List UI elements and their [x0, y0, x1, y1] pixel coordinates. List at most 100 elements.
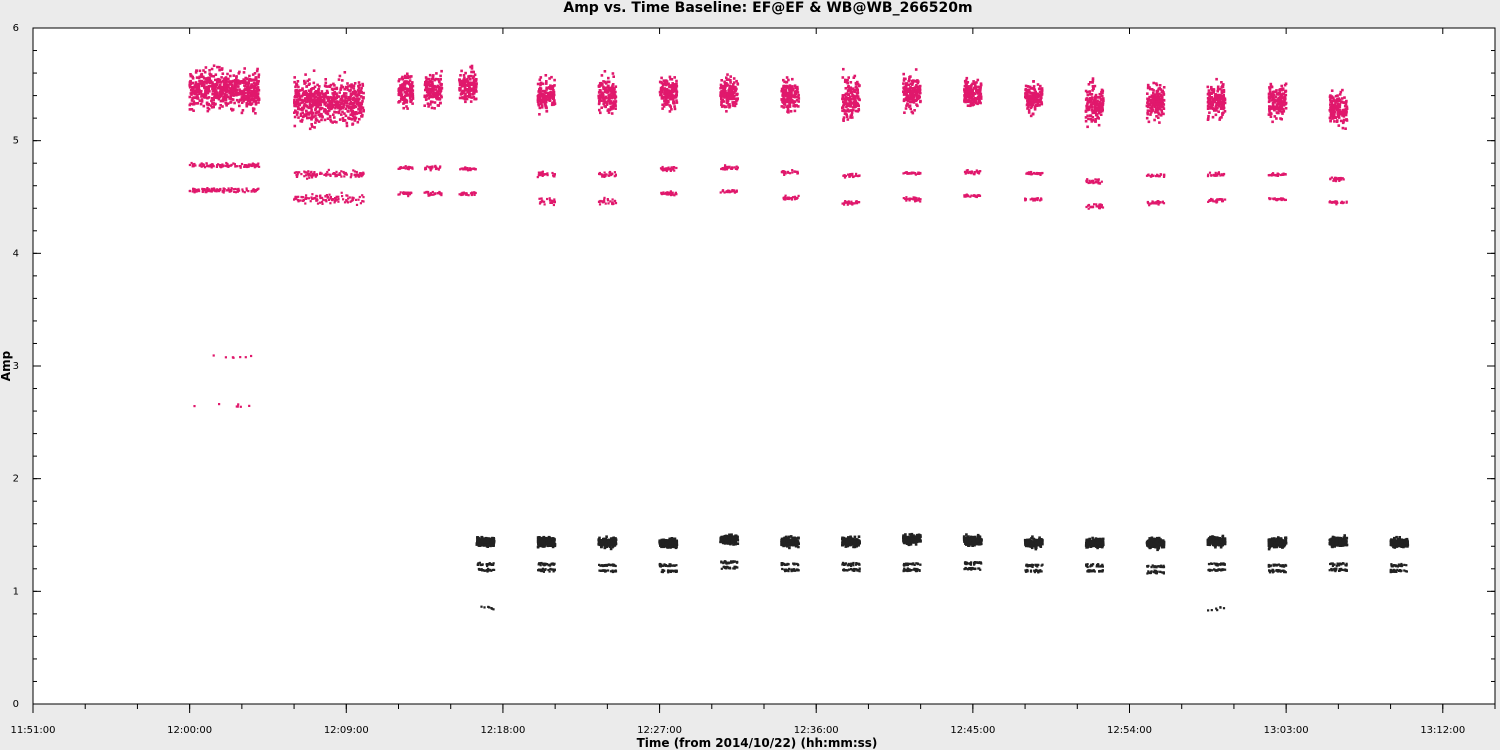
- data-point: [963, 194, 966, 197]
- data-point: [1034, 99, 1037, 103]
- data-point: [231, 92, 235, 96]
- data-point: [905, 96, 908, 99]
- data-point: [1039, 198, 1043, 201]
- data-point: [963, 92, 967, 95]
- data-point: [351, 98, 355, 101]
- data-point: [668, 75, 672, 79]
- data-point: [193, 188, 196, 191]
- data-point: [344, 100, 348, 103]
- data-point: [538, 197, 541, 200]
- data-point: [356, 95, 359, 98]
- data-point: [190, 108, 194, 111]
- data-point: [426, 165, 429, 168]
- data-point: [671, 193, 674, 196]
- data-point: [844, 201, 847, 204]
- data-point: [733, 191, 736, 194]
- data-point: [310, 108, 313, 112]
- data-point: [1206, 96, 1210, 100]
- data-point: [438, 92, 441, 96]
- data-point: [340, 102, 343, 105]
- data-point: [973, 82, 976, 85]
- data-point: [1157, 203, 1160, 206]
- data-point: [726, 191, 729, 194]
- data-point: [411, 97, 415, 100]
- data-point: [552, 97, 555, 100]
- data-point: [723, 88, 727, 92]
- data-point: [847, 76, 850, 79]
- data-point: [343, 175, 346, 178]
- data-point: [189, 81, 193, 85]
- data-point: [428, 166, 431, 169]
- data-point: [664, 98, 668, 101]
- data-point: [238, 104, 241, 108]
- data-point: [298, 96, 301, 100]
- data-point: [729, 86, 732, 90]
- data-point: [191, 77, 195, 80]
- data-point: [724, 91, 727, 95]
- data-point: [308, 173, 311, 176]
- data-point: [361, 97, 365, 100]
- data-point: [787, 78, 790, 82]
- data-point: [1092, 109, 1095, 113]
- data-point: [319, 114, 322, 118]
- data-point: [429, 94, 433, 97]
- data-point: [234, 92, 238, 96]
- data-point: [202, 104, 206, 108]
- data-point: [1101, 103, 1105, 106]
- data-point: [1276, 111, 1279, 115]
- data-point: [1222, 90, 1226, 94]
- data-point: [241, 81, 244, 84]
- data-point: [469, 82, 473, 86]
- data-point: [915, 91, 918, 95]
- data-point: [240, 111, 244, 115]
- data-point: [912, 98, 915, 102]
- data-point: [781, 90, 785, 94]
- data-point: [216, 188, 219, 191]
- data-point: [662, 105, 666, 108]
- data-point: [603, 70, 607, 73]
- data-point: [1146, 101, 1149, 105]
- data-point: [1096, 99, 1099, 103]
- data-point: [850, 200, 853, 203]
- data-point: [724, 165, 727, 168]
- data-point: [724, 85, 727, 89]
- data-point: [293, 76, 296, 79]
- data-point: [979, 82, 983, 85]
- data-point: [463, 90, 466, 93]
- data-point: [660, 76, 663, 80]
- data-point: [234, 191, 237, 194]
- data-point: [902, 86, 905, 90]
- data-point: [733, 87, 736, 91]
- data-point: [345, 86, 349, 90]
- data-point: [355, 174, 359, 177]
- data-point: [425, 77, 428, 81]
- data-point: [1097, 178, 1100, 181]
- data-point: [219, 94, 223, 98]
- data-point: [547, 98, 551, 101]
- data-point: [348, 84, 352, 87]
- data-point: [905, 104, 908, 107]
- data-point: [666, 96, 670, 99]
- data-point: [214, 102, 217, 106]
- data-point: [610, 96, 614, 100]
- data-point: [248, 92, 252, 95]
- data-point: [1092, 102, 1095, 106]
- data-point: [785, 81, 788, 84]
- data-point: [409, 100, 412, 104]
- data-point: [909, 82, 913, 86]
- data-point: [902, 82, 905, 85]
- data-point: [254, 103, 258, 106]
- data-point: [304, 202, 307, 205]
- data-point: [725, 76, 728, 79]
- data-point: [314, 96, 317, 99]
- data-point: [326, 103, 330, 107]
- data-point: [245, 187, 248, 190]
- data-point: [326, 106, 330, 109]
- scan-17: [1267, 82, 1288, 202]
- data-point: [343, 92, 346, 95]
- data-point: [333, 120, 336, 123]
- data-point: [405, 101, 409, 104]
- data-point: [320, 115, 324, 118]
- data-point: [398, 193, 401, 196]
- data-point: [308, 106, 312, 109]
